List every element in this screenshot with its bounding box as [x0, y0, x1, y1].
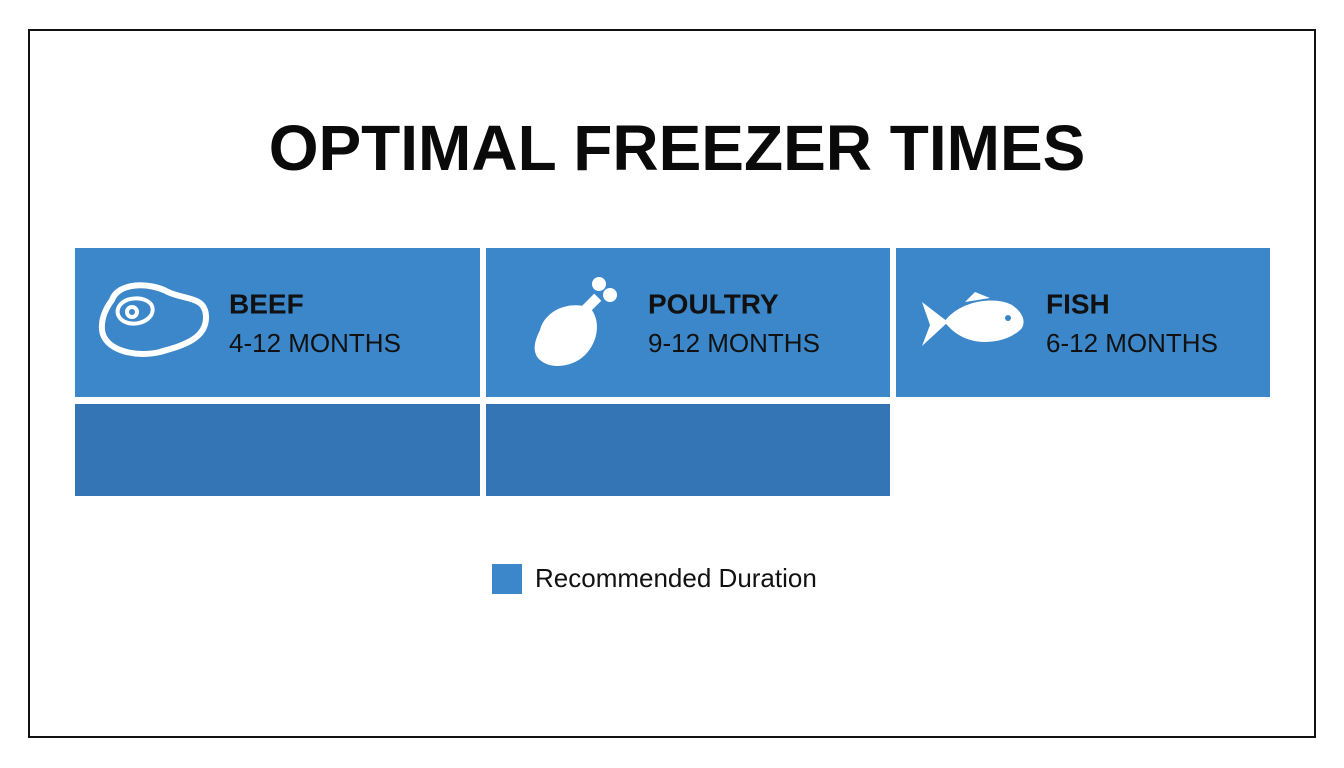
item-name: POULTRY: [648, 288, 779, 319]
beef-icon: [98, 282, 210, 357]
title: OPTIMAL FREEZER TIMES: [269, 112, 1086, 184]
legend-swatch: [492, 564, 522, 594]
legend-label: Recommended Duration: [535, 563, 817, 593]
item-duration: 4-12 MONTHS: [229, 328, 401, 358]
duration-block: [75, 404, 480, 496]
item-duration: 6-12 MONTHS: [1046, 328, 1218, 358]
item-duration: 9-12 MONTHS: [648, 328, 820, 358]
poultry-icon: [534, 277, 617, 366]
duration-block: [486, 404, 890, 496]
fish-icon: [922, 292, 1024, 346]
item-name: BEEF: [229, 288, 304, 319]
item-name: FISH: [1046, 288, 1110, 319]
